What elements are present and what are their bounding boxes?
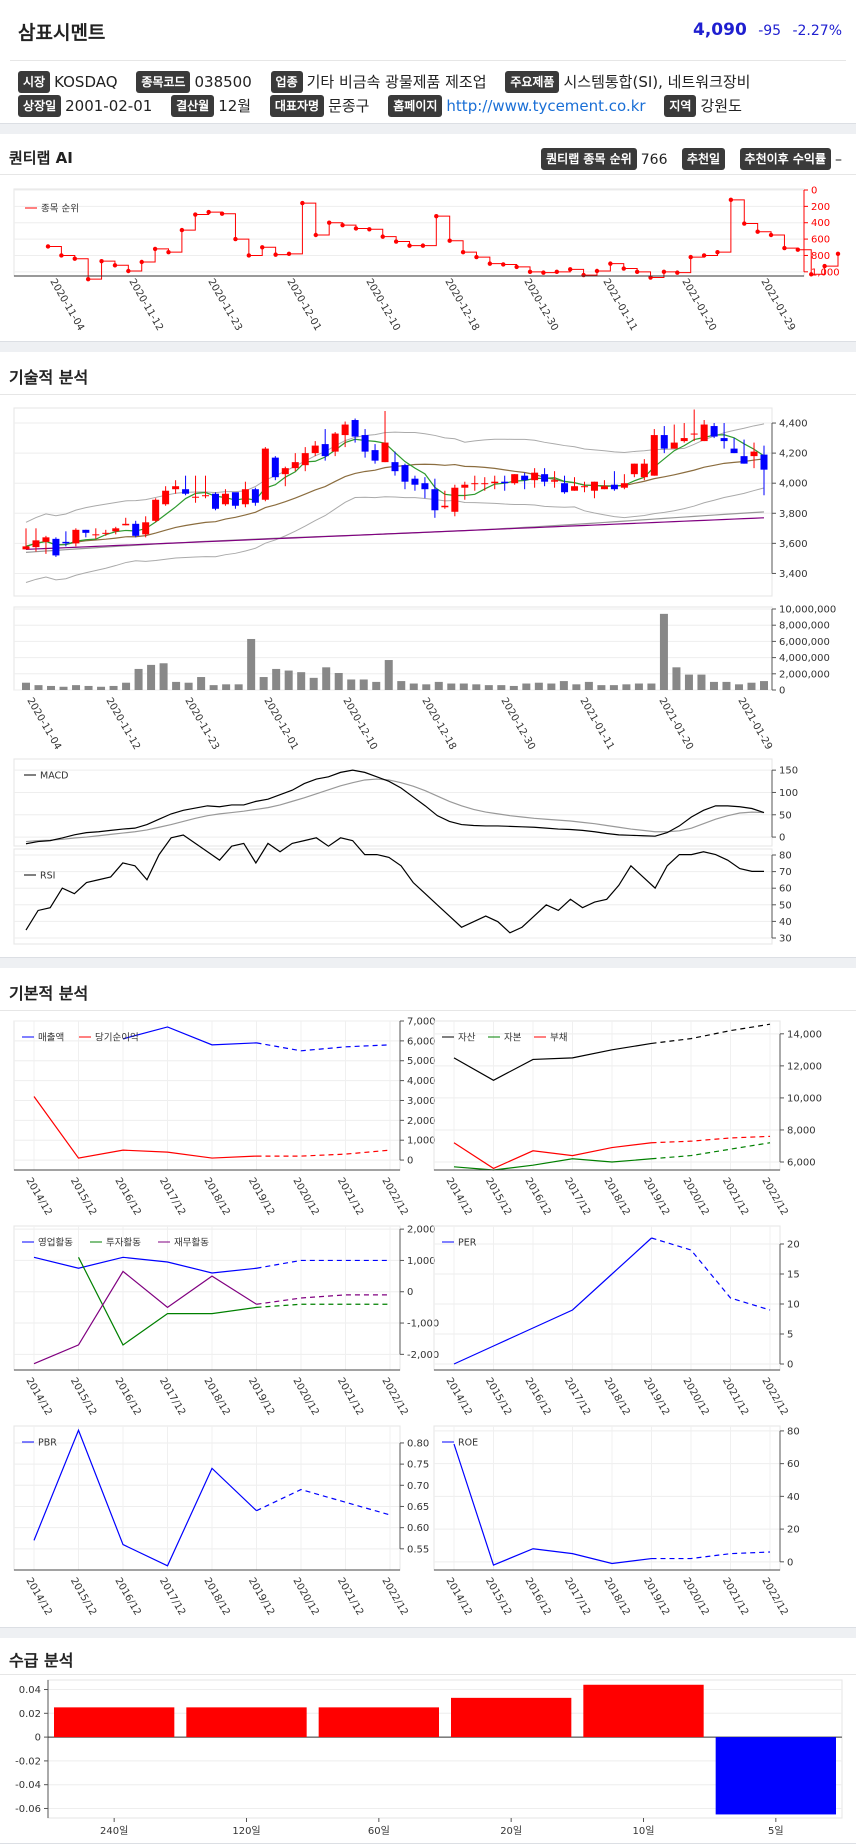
code-value: 038500 [194, 73, 252, 91]
fiscal-tag: 결산월 [171, 95, 215, 117]
product-value: 시스템통합(SI), 네트워크장비 [563, 73, 751, 91]
fiscal-value: 12월 [218, 97, 252, 115]
quantilab-title: 퀀티랩 AI [9, 149, 73, 167]
region-tag: 지역 [664, 95, 697, 117]
industry-value: 기타 비금속 광물제품 제조업 [306, 73, 487, 91]
stock-price: 4,090 -95 -2.27% [693, 20, 842, 40]
listed-tag: 상장일 [18, 95, 62, 117]
market-tag: 시장 [18, 71, 51, 93]
divider [0, 1010, 856, 1011]
divider [0, 394, 856, 395]
listed-value: 2001-02-01 [65, 97, 153, 115]
homepage-link[interactable]: http://www.tycement.co.kr [446, 97, 646, 115]
supply-title: 수급 분석 [9, 1651, 74, 1670]
quantilab-stats: 퀀티랩 종목 순위 766 추천일 추천이후 수익률 – [541, 148, 842, 170]
technical-title: 기술적 분석 [9, 368, 89, 387]
region-value: 강원도 [700, 97, 742, 115]
stock-header-card: 삼표시멘트 4,090 -95 -2.27% 시장 KOSDAQ 종목코드 0385… [0, 0, 856, 124]
return-value: – [835, 152, 842, 168]
rank-tag: 퀀티랩 종목 순위 [541, 148, 637, 170]
stock-name: 삼표시멘트 [18, 22, 106, 44]
divider [0, 174, 856, 175]
industry-tag: 업종 [270, 71, 303, 93]
rec-date-tag: 추천일 [681, 148, 726, 170]
fundamental-title: 기본적 분석 [9, 984, 89, 1003]
supply-card: 수급 분석 [0, 1638, 856, 1844]
price-change-pct: -2.27% [792, 23, 842, 39]
current-price: 4,090 [693, 20, 747, 40]
fundamental-card: 기본적 분석 [0, 968, 856, 1628]
info-row-1: 시장 KOSDAQ 종목코드 038500 업종 기타 비금속 광물제품 제조업 주요… [18, 71, 764, 93]
ceo-value: 문종구 [328, 97, 370, 115]
info-row-2: 상장일 2001-02-01 결산월 12월 대표자명 문종구 홈페이지 http://… [18, 95, 756, 117]
product-tag: 주요제품 [505, 71, 560, 93]
code-tag: 종목코드 [136, 71, 191, 93]
homepage-tag: 홈페이지 [388, 95, 443, 117]
divider [10, 60, 846, 61]
market-value: KOSDAQ [54, 73, 118, 91]
divider [0, 1674, 856, 1675]
price-change: -95 [758, 23, 782, 39]
return-tag: 추천이후 수익률 [739, 148, 831, 170]
rank-value: 766 [640, 152, 668, 168]
ceo-tag: 대표자명 [269, 95, 325, 117]
technical-card: 기술적 분석 [0, 352, 856, 958]
